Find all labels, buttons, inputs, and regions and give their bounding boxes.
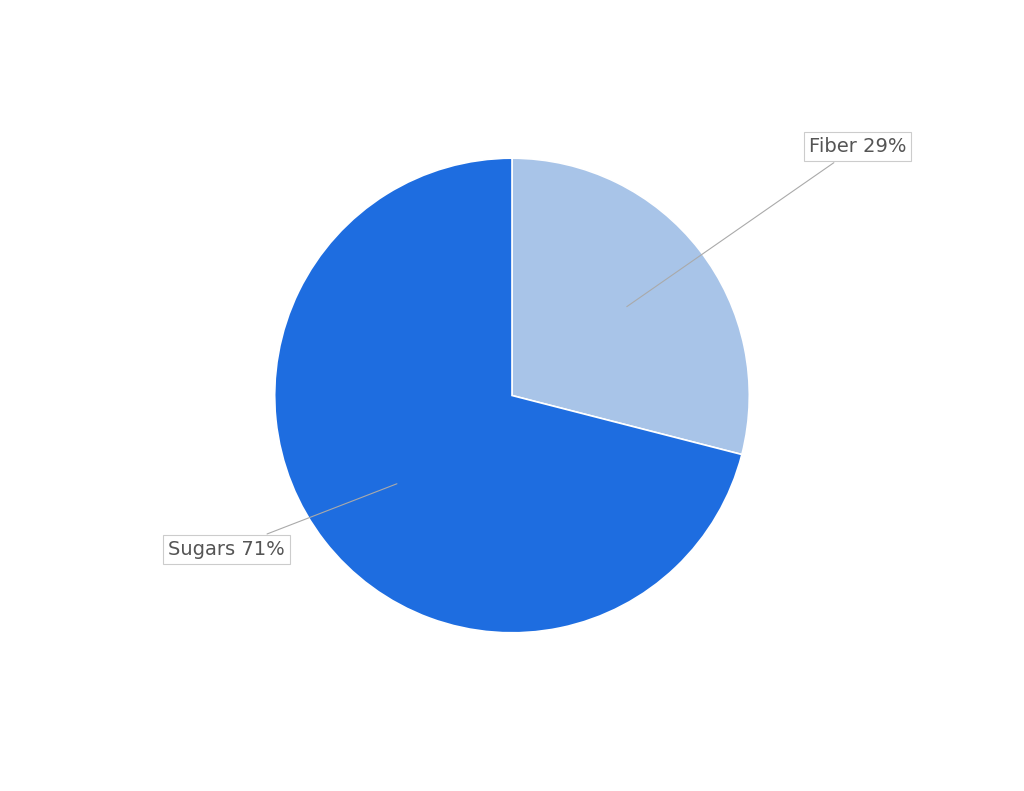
Text: Fiber 29%: Fiber 29% [627, 137, 906, 307]
Wedge shape [274, 158, 741, 633]
Wedge shape [512, 158, 750, 455]
Text: Sugars 71%: Sugars 71% [168, 484, 397, 559]
